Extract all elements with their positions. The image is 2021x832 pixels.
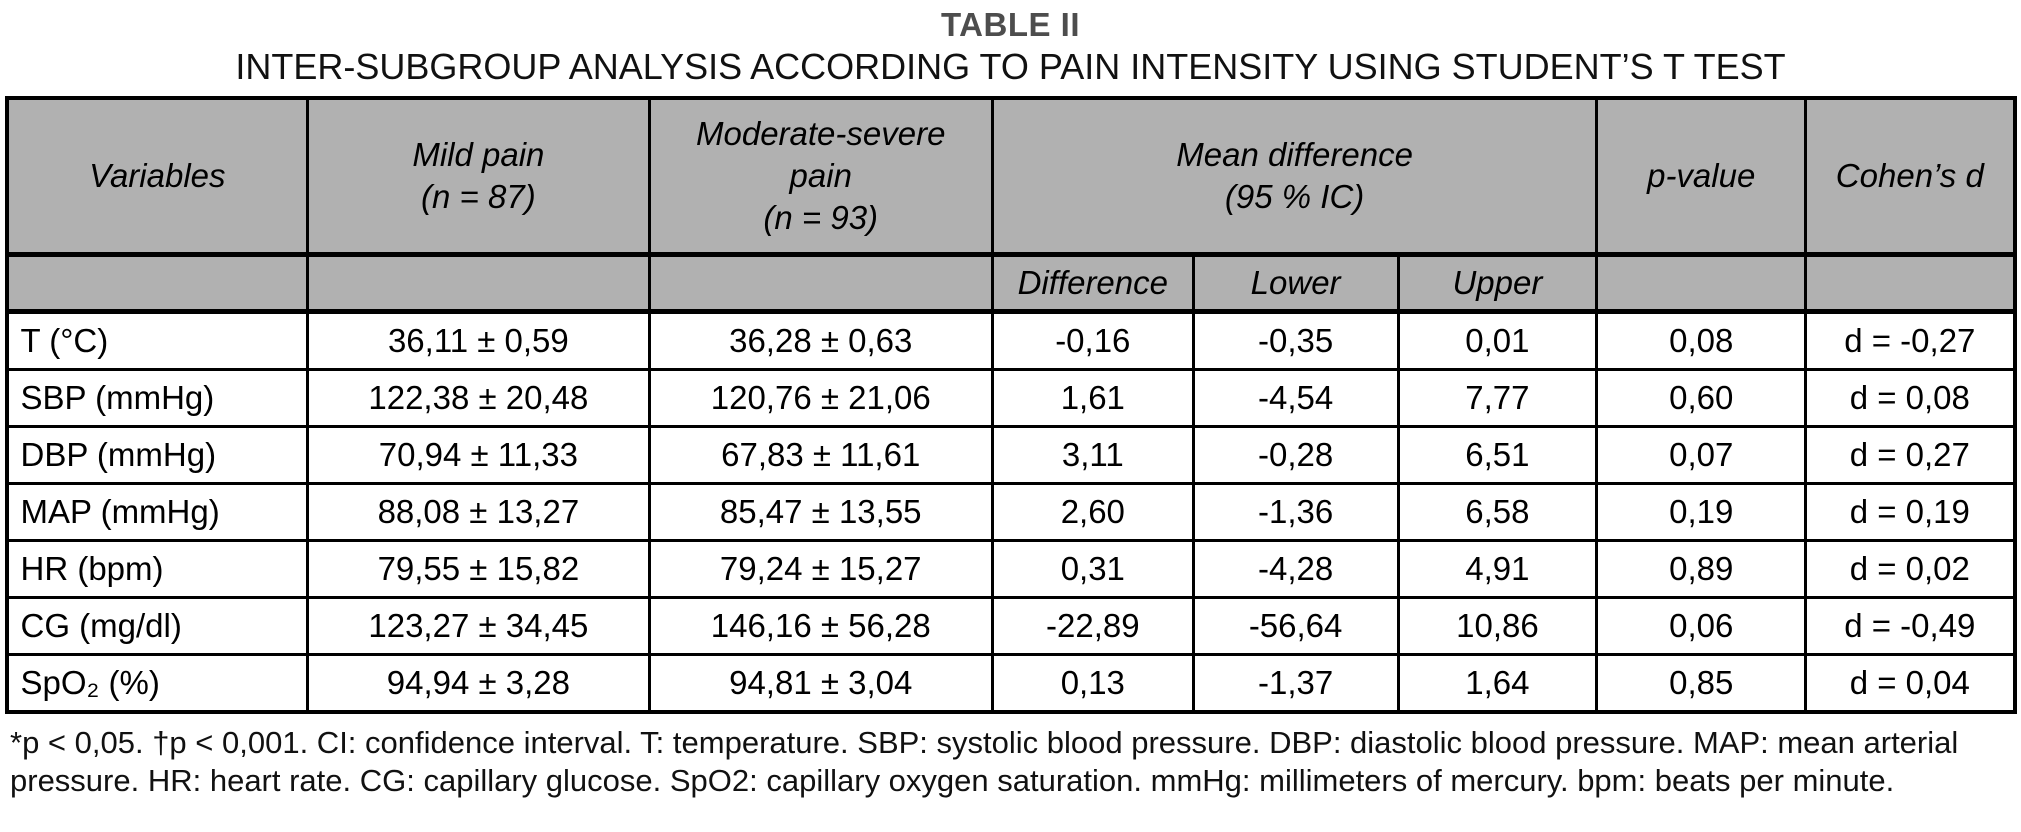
cell-variable: CG (mg/dl): [4, 596, 310, 656]
cell-cohens-d: d = 0,02: [1804, 539, 2016, 599]
results-table: Variables Mild pain (n = 87) Moderate-se…: [4, 96, 2017, 714]
col-mild-pain: Mild pain (n = 87): [306, 96, 651, 257]
col-variables: Variables: [4, 96, 310, 257]
cell-lower: -1,36: [1191, 482, 1400, 542]
cell-mild: 36,11 ± 0,59: [306, 310, 651, 371]
table-row: T (°C) 36,11 ± 0,59 36,28 ± 0,63 -0,16 -…: [4, 310, 2016, 371]
cell-variable: HR (bpm): [4, 539, 310, 599]
cell-mild: 122,38 ± 20,48: [306, 368, 651, 428]
cell-difference: -0,16: [990, 310, 1195, 371]
cell-p-value: 0,60: [1595, 368, 1808, 428]
col-cohens-d: Cohen’s d: [1804, 96, 2016, 257]
cell-p-value: 0,19: [1595, 482, 1808, 542]
cell-upper: 6,58: [1396, 482, 1599, 542]
cell-difference: 0,31: [990, 539, 1195, 599]
subcol-empty-mild: [306, 253, 651, 314]
cell-difference: -22,89: [990, 596, 1195, 656]
cell-upper: 7,77: [1396, 368, 1599, 428]
cell-moderate: 79,24 ± 15,27: [647, 539, 994, 599]
cell-difference: 3,11: [990, 425, 1195, 485]
cell-difference: 1,61: [990, 368, 1195, 428]
cell-cohens-d: d = -0,49: [1804, 596, 2016, 656]
cell-moderate: 36,28 ± 0,63: [647, 310, 994, 371]
cell-moderate: 120,76 ± 21,06: [647, 368, 994, 428]
subcol-empty-cohensd: [1804, 253, 2016, 314]
col-p-value: p-value: [1595, 96, 1808, 257]
cell-moderate: 94,81 ± 3,04: [647, 653, 994, 714]
col-moderate-severe-pain: Moderate-severe pain (n = 93): [647, 96, 994, 257]
cell-mild: 88,08 ± 13,27: [306, 482, 651, 542]
cell-cohens-d: d = 0,08: [1804, 368, 2016, 428]
cell-moderate: 67,83 ± 11,61: [647, 425, 994, 485]
col-mean-difference: Mean difference (95 % IC): [990, 96, 1599, 257]
cell-lower: -0,28: [1191, 425, 1400, 485]
cell-mild: 123,27 ± 34,45: [306, 596, 651, 656]
cell-variable: SBP (mmHg): [4, 368, 310, 428]
cell-moderate: 85,47 ± 13,55: [647, 482, 994, 542]
cell-lower: -56,64: [1191, 596, 1400, 656]
cell-p-value: 0,89: [1595, 539, 1808, 599]
cell-mild: 70,94 ± 11,33: [306, 425, 651, 485]
table-row: CG (mg/dl) 123,27 ± 34,45 146,16 ± 56,28…: [4, 596, 2016, 656]
cell-upper: 6,51: [1396, 425, 1599, 485]
subcol-upper: Upper: [1396, 253, 1599, 314]
cell-moderate: 146,16 ± 56,28: [647, 596, 994, 656]
cell-cohens-d: d = 0,27: [1804, 425, 2016, 485]
cell-difference: 0,13: [990, 653, 1195, 714]
cell-variable: MAP (mmHg): [4, 482, 310, 542]
cell-upper: 1,64: [1396, 653, 1599, 714]
subcol-empty-moderate: [647, 253, 994, 314]
table-row: MAP (mmHg) 88,08 ± 13,27 85,47 ± 13,55 2…: [4, 482, 2016, 542]
cell-mild: 79,55 ± 15,82: [306, 539, 651, 599]
cell-mild: 94,94 ± 3,28: [306, 653, 651, 714]
cell-variable: T (°C): [4, 310, 310, 371]
table-row: HR (bpm) 79,55 ± 15,82 79,24 ± 15,27 0,3…: [4, 539, 2016, 599]
subcol-difference: Difference: [990, 253, 1195, 314]
cell-upper: 0,01: [1396, 310, 1599, 371]
cell-lower: -1,37: [1191, 653, 1400, 714]
table-row: SBP (mmHg) 122,38 ± 20,48 120,76 ± 21,06…: [4, 368, 2016, 428]
subcol-empty-variables: [4, 253, 310, 314]
cell-variable: DBP (mmHg): [4, 425, 310, 485]
table-row: SpO₂ (%) 94,94 ± 3,28 94,81 ± 3,04 0,13 …: [4, 653, 2016, 714]
cell-lower: -0,35: [1191, 310, 1400, 371]
cell-p-value: 0,08: [1595, 310, 1808, 371]
cell-lower: -4,28: [1191, 539, 1400, 599]
cell-p-value: 0,85: [1595, 653, 1808, 714]
cell-variable: SpO₂ (%): [4, 653, 310, 714]
cell-cohens-d: d = -0,27: [1804, 310, 2016, 371]
cell-difference: 2,60: [990, 482, 1195, 542]
header-row-1: Variables Mild pain (n = 87) Moderate-se…: [4, 96, 2016, 257]
table-row: DBP (mmHg) 70,94 ± 11,33 67,83 ± 11,61 3…: [4, 425, 2016, 485]
cell-cohens-d: d = 0,04: [1804, 653, 2016, 714]
cell-upper: 4,91: [1396, 539, 1599, 599]
cell-p-value: 0,07: [1595, 425, 1808, 485]
table-subtitle: INTER-SUBGROUP ANALYSIS ACCORDING TO PAI…: [235, 46, 1786, 87]
cell-cohens-d: d = 0,19: [1804, 482, 2016, 542]
cell-upper: 10,86: [1396, 596, 1599, 656]
header-row-2: Difference Lower Upper: [4, 253, 2016, 314]
cell-p-value: 0,06: [1595, 596, 1808, 656]
table-footnote: *p < 0,05. †p < 0,001. CI: confidence in…: [10, 725, 1959, 798]
cell-lower: -4,54: [1191, 368, 1400, 428]
subcol-lower: Lower: [1191, 253, 1400, 314]
subcol-empty-pvalue: [1595, 253, 1808, 314]
table-number-title: TABLE II: [940, 6, 1081, 43]
